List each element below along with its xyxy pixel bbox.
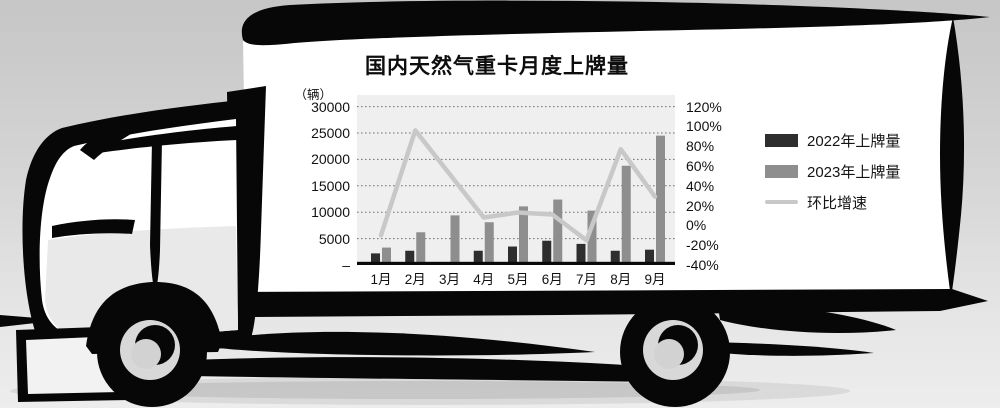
right-tick-60%: 60% [686,158,715,174]
right-tick-0%: 0% [686,217,707,234]
bar-2023年上牌量-2月 [416,232,426,265]
door-line [150,139,162,292]
left-axis-unit: （辆） [294,88,332,102]
right-tick--40%: -40% [686,257,719,273]
left-tick-25000: 25000 [311,125,350,141]
legend-item-2023: 2023年上牌量 [765,162,901,181]
underbody-lens [211,331,595,356]
bar-2023年上牌量-6月 [553,199,563,265]
x-tick-3月: 3月 [438,272,461,287]
bar-2022年上牌量-5月 [508,246,517,265]
legend-line-swatch-growth [765,200,798,204]
right-tick-120%: 120% [686,98,722,115]
windshield-top-accent [88,126,238,154]
legend-label-2022: 2022年上牌量 [807,132,901,150]
beltline-accent [52,219,135,238]
x-tick-9月: 9月 [644,272,666,287]
bar-2022年上牌量-9月 [645,249,654,265]
rear-swoosh-lower [694,342,874,356]
bar-2022年上牌量-1月 [371,253,380,265]
right-tick--20%: -20% [686,237,719,254]
rear-hub-center [654,339,684,369]
right-tick-100%: 100% [686,118,722,135]
billboard-top-band [241,0,991,46]
x-axis-line [350,261,676,265]
front-speed-line [0,315,62,327]
bar-2022年上牌量-2月 [405,250,415,265]
ground-shadow-core [80,381,760,399]
bar-2022年上牌量-8月 [610,250,620,265]
legend-item-growth: 环比增速 [765,193,900,212]
bar-2023年上牌量-4月 [484,222,494,265]
mirror-icon [80,131,134,160]
bar-2023年上牌量-3月 [450,215,460,265]
chart-title: 国内天然气重卡月度上牌量 [365,55,629,78]
bar-2023年上牌量-5月 [519,206,528,265]
growth-line [378,128,658,243]
left-tick-20000: 20000 [311,151,350,168]
x-tick-1月: 1月 [370,272,392,287]
bar-2023年上牌量-7月 [587,210,597,265]
legend-swatch-2023 [765,164,798,178]
x-tick-5月: 5月 [507,272,529,287]
chart-legend: 2022年上牌量 2023年上牌量 环比增速 [765,131,901,212]
chassis-band [186,357,669,382]
left-tick-–: – [342,257,350,273]
x-tick-6月: 6月 [541,272,563,287]
bar-2023年上牌量-8月 [621,165,631,265]
legend-label-growth: 环比增速 [807,194,868,212]
plot-wrap [350,95,676,265]
bar-2023年上牌量-9月 [656,135,665,265]
legend-item-2022: 2022年上牌量 [765,131,901,150]
x-tick-2月: 2月 [404,272,426,287]
legend-label-2023: 2023年上牌量 [807,163,901,181]
bar-2023年上牌量-1月 [382,247,391,265]
legend-swatch-2022 [765,133,798,147]
left-tick-10000: 10000 [311,204,350,221]
left-tick-5000: 5000 [318,230,350,247]
plot-area [350,95,676,265]
left-tick-15000: 15000 [311,177,350,194]
x-tick-7月: 7月 [575,272,598,287]
bar-2022年上牌量-6月 [542,240,552,265]
left-tick-30000: 30000 [311,98,350,115]
x-tick-8月: 8月 [610,272,632,287]
bar-2022年上牌量-7月 [576,243,586,265]
right-tick-20%: 20% [686,197,715,214]
billboard-right-edge [940,17,965,298]
x-tick-4月: 4月 [473,272,495,287]
rear-swoosh-upper [718,305,896,334]
bar-2022年上牌量-4月 [473,250,483,265]
right-tick-40%: 40% [686,177,715,194]
front-hub-center [131,339,161,369]
right-tick-80%: 80% [686,138,715,155]
